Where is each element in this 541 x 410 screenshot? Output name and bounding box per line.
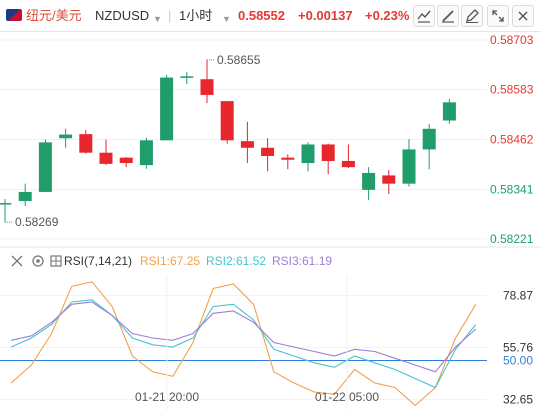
price-tick-label: 0.58341 xyxy=(490,182,534,196)
candle-body xyxy=(220,101,234,141)
line-chart-icon xyxy=(417,10,431,23)
close-icon xyxy=(518,11,528,21)
rsi1-value: RSI1:67.25 xyxy=(140,254,200,268)
price-change-percent: +0.23% xyxy=(365,8,410,23)
candle-body xyxy=(301,144,315,164)
candle-body xyxy=(0,203,12,205)
candle-body xyxy=(180,76,194,78)
symbol-name-cn[interactable]: 纽元/美元 xyxy=(26,8,82,23)
close-button[interactable] xyxy=(512,5,534,27)
timeframe-selector[interactable]: 1小时 xyxy=(179,8,213,23)
rsi1-line xyxy=(10,281,477,407)
candle-body xyxy=(200,79,214,95)
fullscreen-icon xyxy=(492,10,504,22)
price-tick-label: 0.58221 xyxy=(490,232,534,246)
candle-body xyxy=(442,102,456,121)
candle-body xyxy=(79,134,93,153)
high-price-label: 0.58655 xyxy=(217,53,261,67)
rsi2-line xyxy=(10,299,477,389)
candle-body xyxy=(160,77,174,141)
candle-body xyxy=(261,147,275,157)
candle-body xyxy=(38,142,52,192)
candle-body xyxy=(382,175,396,184)
rsi3-line xyxy=(11,301,477,373)
candle-body xyxy=(139,140,153,166)
candlesticks xyxy=(0,59,456,223)
candle-body xyxy=(341,160,355,168)
time-tick-label: 01-22 05:00 xyxy=(315,390,379,404)
rsi-tick-label: 55.76 xyxy=(503,341,533,355)
chart-area[interactable]: 0.58703 0.58583 0.58462 0.58341 0.58221 0.58… xyxy=(0,32,541,410)
price-tick-label: 0.58703 xyxy=(490,33,534,47)
price-axis: 0.58703 0.58583 0.58462 0.58341 0.58221 xyxy=(490,33,534,246)
symbol-dropdown-icon[interactable]: ▼ xyxy=(153,14,162,24)
symbol-code[interactable]: NZDUSD xyxy=(95,8,150,23)
time-tick-label: 01-21 20:00 xyxy=(135,390,199,404)
line-chart-button[interactable] xyxy=(413,5,435,27)
high-low-markers: 0.58655 0.58269 xyxy=(5,53,261,229)
rsi-grid-icon[interactable] xyxy=(50,255,62,267)
rsi-settings-icon[interactable] xyxy=(32,255,44,267)
candle-body xyxy=(422,128,436,150)
rsi-tick-label: 78.87 xyxy=(503,289,533,303)
low-price-label: 0.58269 xyxy=(15,215,59,229)
candle-body xyxy=(402,149,416,184)
rsi-collapse-icon[interactable] xyxy=(11,255,23,267)
candle-body xyxy=(281,157,295,160)
candle-body xyxy=(59,134,73,139)
rsi-title: RSI(7,14,21) xyxy=(64,254,132,268)
pen-tool-button[interactable] xyxy=(461,5,483,27)
draw-tool-button[interactable] xyxy=(437,5,459,27)
grid-lines xyxy=(0,39,487,240)
pen-icon xyxy=(466,9,479,23)
price-tick-label: 0.58462 xyxy=(490,133,534,147)
rsi-tick-label: 50.00 xyxy=(503,354,533,368)
candle-body xyxy=(362,172,376,190)
candle-body xyxy=(321,144,335,161)
rsi-tick-label: 32.65 xyxy=(503,393,533,407)
candle-body xyxy=(119,157,133,164)
time-axis: 01-21 20:00 01-22 05:00 xyxy=(135,275,379,410)
candle-body xyxy=(18,191,32,202)
currency-flag-icon xyxy=(6,9,22,21)
header-divider: | xyxy=(168,8,172,23)
rsi-toolbar: RSI(7,14,21) RSI1:67.25 RSI2:61.52 RSI3:… xyxy=(11,254,332,268)
rsi-lines xyxy=(10,281,477,407)
chart-header: 纽元/美元 NZDUSD ▼ | 1小时 ▼ 0.58552 +0.00137 … xyxy=(0,0,541,32)
draw-icon xyxy=(442,10,454,23)
candle-body xyxy=(99,152,113,164)
timeframe-dropdown-icon[interactable]: ▼ xyxy=(222,14,231,24)
price-change: +0.00137 xyxy=(298,8,353,23)
fullscreen-button[interactable] xyxy=(487,5,509,27)
price-tick-label: 0.58583 xyxy=(490,83,534,97)
rsi3-value: RSI3:61.19 xyxy=(272,254,332,268)
candle-body xyxy=(240,141,254,148)
last-price: 0.58552 xyxy=(238,8,285,23)
rsi2-value: RSI2:61.52 xyxy=(206,254,266,268)
